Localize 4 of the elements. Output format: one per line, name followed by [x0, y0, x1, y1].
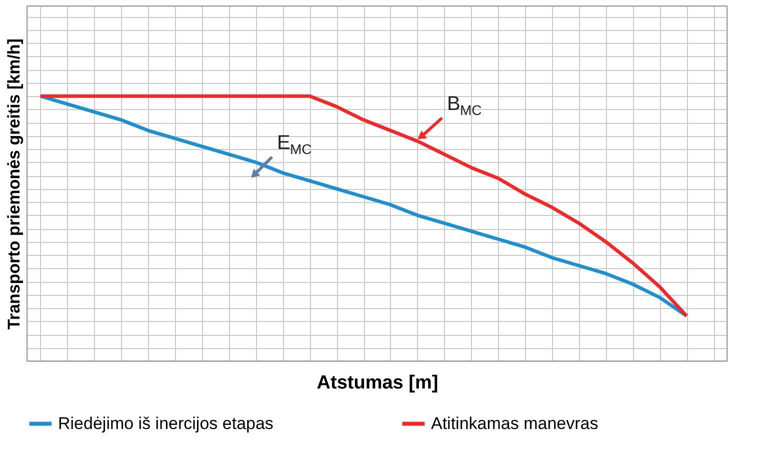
x-axis-title: Atstumas [m] — [316, 372, 438, 394]
legend-label: Atitinkamas manevras — [431, 414, 598, 433]
legend-label: Riedėjimo iš inercijos etapas — [58, 414, 274, 433]
y-axis-title: Transporto priemonės greitis [km/h] — [4, 38, 24, 330]
